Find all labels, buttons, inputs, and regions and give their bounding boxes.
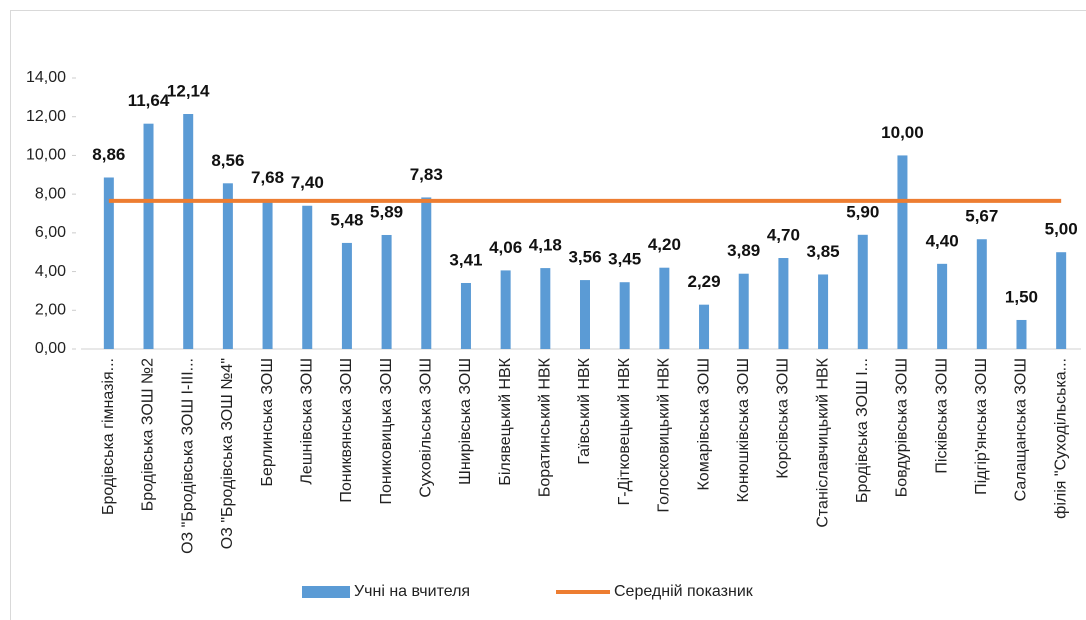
x-tick-label: Бродівська ЗОШ І...	[854, 358, 871, 503]
bar	[580, 280, 590, 349]
bar	[460, 282, 471, 349]
value-label: 5,89	[370, 202, 403, 221]
bar	[1016, 319, 1027, 349]
y-tick-label: 14,00	[26, 69, 66, 86]
y-tick-label: 0,00	[35, 340, 66, 357]
bar	[222, 183, 233, 349]
x-tick-label: Г-Дітковецький НВК	[616, 357, 633, 505]
x-tick-label: Салащанська ЗОШ	[1013, 358, 1030, 501]
value-label: 3,56	[568, 248, 601, 267]
x-tick-label: ОЗ "Бродівська ЗОШ №4"	[219, 358, 236, 549]
x-tick-label: Боратинський НВК	[537, 357, 554, 497]
value-label: 4,06	[489, 238, 522, 257]
value-label: 4,18	[529, 236, 562, 255]
legend-label: Учні на вчителя	[354, 583, 470, 600]
bar	[619, 282, 630, 349]
bar	[818, 274, 829, 349]
x-tick-label: Лешнівська ЗОШ	[298, 358, 315, 485]
bar	[976, 239, 987, 349]
value-label: 5,00	[1045, 220, 1078, 239]
value-label: 1,50	[1005, 287, 1038, 306]
y-tick-label: 4,00	[35, 263, 66, 280]
chart-border	[10, 10, 1086, 620]
bar	[500, 270, 511, 349]
value-label: 8,86	[92, 145, 125, 164]
bar	[699, 304, 710, 349]
y-tick-label: 12,00	[26, 108, 66, 125]
x-tick-label: Гаївський НВК	[576, 357, 593, 464]
x-tick-label: Пониковицька ЗОШ	[378, 358, 395, 504]
value-label: 3,45	[608, 250, 641, 269]
bar	[897, 155, 908, 349]
bar	[659, 267, 670, 349]
bar	[1056, 252, 1067, 349]
value-label: 2,29	[687, 272, 720, 291]
x-tick-label: Голосковицький НВК	[656, 357, 673, 512]
value-label: 7,40	[291, 173, 324, 192]
x-tick-label: Бродівська ЗОШ №2	[140, 358, 157, 511]
value-label: 5,67	[965, 207, 998, 226]
x-tick-label: Корсівська ЗОШ	[775, 358, 792, 479]
x-tick-label: Бовдурівська ЗОШ	[894, 358, 911, 497]
bar	[738, 273, 749, 349]
x-tick-label: Комарівська ЗОШ	[695, 358, 712, 491]
bar	[540, 268, 551, 349]
value-label: 7,68	[251, 168, 284, 187]
value-label: 4,40	[926, 231, 959, 250]
legend-label: Середній показник	[614, 583, 754, 600]
value-label: 4,70	[767, 226, 800, 245]
bar	[183, 114, 194, 349]
value-label: 3,85	[807, 242, 840, 261]
y-tick-label: 2,00	[35, 302, 66, 319]
x-tick-label: Берлинська ЗОШ	[259, 358, 276, 486]
x-tick-label: Підгір'янська ЗОШ	[973, 358, 990, 495]
x-tick-label: Білявецький НВК	[497, 357, 514, 485]
bar	[341, 242, 352, 349]
bar	[103, 177, 114, 349]
value-label: 7,83	[410, 165, 443, 184]
x-tick-label: ОЗ "Бродівська ЗОШ І-ІІІ...	[179, 358, 196, 554]
bar	[937, 263, 948, 349]
value-label: 3,89	[727, 241, 760, 260]
value-label: 12,14	[167, 81, 210, 100]
bar	[143, 123, 154, 349]
x-tick-label: Пісківська ЗОШ	[933, 358, 950, 474]
x-tick-label: Шнирівська ЗОШ	[457, 358, 474, 485]
legend-swatch	[302, 586, 350, 598]
value-label: 5,90	[846, 202, 879, 221]
x-tick-label: Конюшківська ЗОШ	[735, 358, 752, 502]
x-tick-label: філія "Суходільська...	[1052, 358, 1069, 519]
bar	[778, 258, 789, 349]
y-tick-label: 8,00	[35, 185, 66, 202]
bar	[421, 197, 432, 349]
bar	[857, 234, 868, 349]
value-label: 4,20	[648, 235, 681, 254]
x-tick-label: Бродівська гімназія...	[100, 358, 117, 515]
value-label: 11,64	[128, 91, 170, 110]
value-label: 8,56	[211, 151, 244, 170]
value-label: 10,00	[881, 123, 924, 142]
y-tick-label: 10,00	[26, 147, 66, 164]
value-label: 3,41	[449, 250, 482, 269]
x-tick-label: Пониквянська ЗОШ	[338, 358, 355, 503]
bar	[262, 200, 273, 349]
bar	[381, 234, 392, 349]
bar	[302, 205, 313, 349]
x-tick-label: Суховільська ЗОШ	[417, 358, 434, 498]
x-tick-label: Станіславчицький НВК	[814, 357, 831, 527]
y-tick-label: 6,00	[35, 224, 66, 241]
value-label: 5,48	[330, 210, 363, 229]
